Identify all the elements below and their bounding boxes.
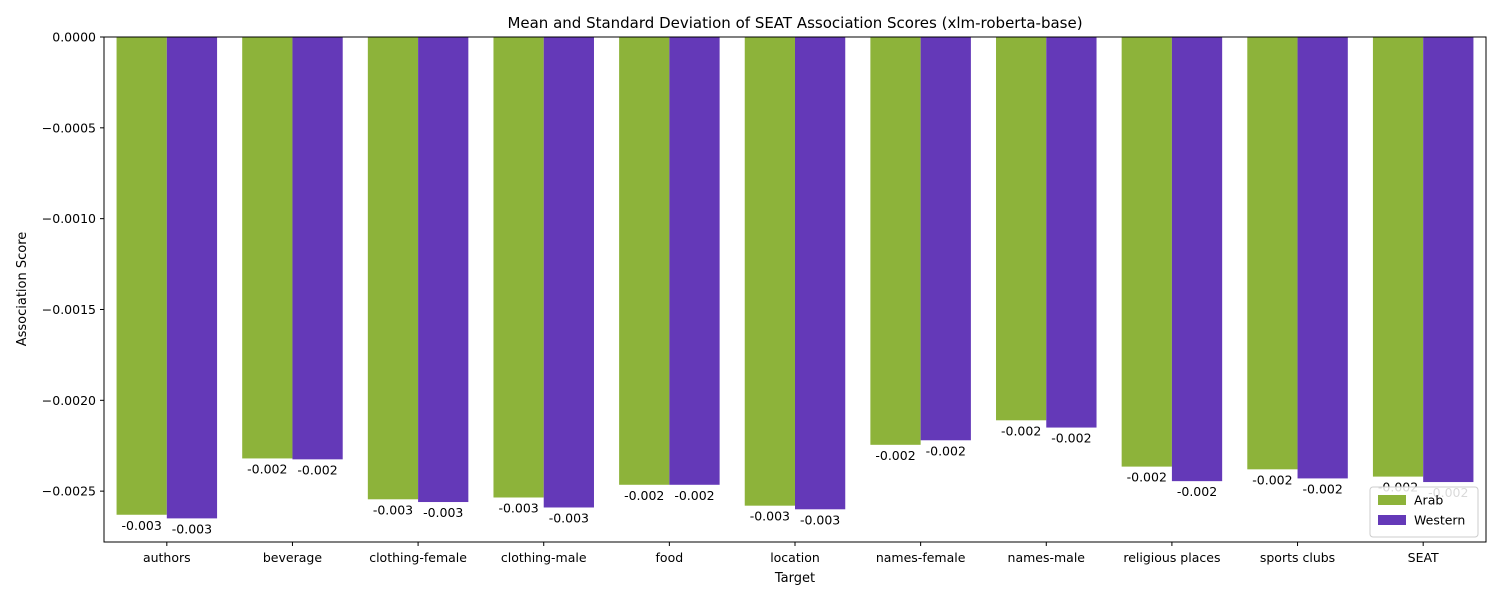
bar-western-religious-places [1171,37,1223,482]
bar-western-clothing-male [543,37,594,508]
y-tick-label: −0.0020 [42,393,96,408]
x-axis-label: Target [774,571,815,586]
y-tick-label: −0.0015 [42,302,96,317]
y-axis-label: Association Score [15,232,30,347]
bar-arab-clothing-female [367,37,419,500]
data-label: -0.002 [1051,431,1091,446]
bar-western-names-male [1046,37,1097,428]
data-label: -0.002 [1127,470,1167,485]
data-label: -0.002 [1001,423,1041,438]
bar-western-sports-clubs [1297,37,1348,479]
data-label: -0.003 [750,509,790,524]
data-label: -0.002 [875,448,915,463]
legend-label-western: Western [1414,513,1465,528]
x-tick-label: authors [143,550,191,565]
x-tick-label: beverage [263,550,322,565]
bar-arab-seat [1372,37,1424,477]
bar-arab-clothing-male [493,37,544,498]
bar-arab-names-female [870,37,921,445]
bar-arab-location [744,37,795,506]
data-label: -0.002 [1252,472,1292,487]
data-label: -0.003 [122,518,162,533]
bar-western-beverage [292,37,343,460]
bar-arab-beverage [242,37,293,459]
data-label: -0.002 [926,443,966,458]
bar-arab-authors [116,37,167,515]
bar-western-food [669,37,720,485]
bar-western-names-female [920,37,971,441]
bar-arab-religious-places [1121,37,1172,467]
bar-western-clothing-female [418,37,469,503]
chart-title: Mean and Standard Deviation of SEAT Asso… [507,14,1082,32]
data-label: -0.003 [498,500,538,515]
data-label: -0.002 [297,462,337,477]
data-label: -0.002 [624,488,664,503]
data-label: -0.003 [549,510,589,525]
plot-area: -0.003 -0.002 -0.003 -0.003 -0.002 -0.003 -0.0… [42,30,1487,565]
data-label: -0.002 [247,461,287,476]
bar-arab-food [619,37,670,485]
bar-arab-sports-clubs [1247,37,1298,470]
legend-label-arab: Arab [1414,493,1443,508]
legend-swatch-western [1378,515,1406,525]
x-tick-label: SEAT [1408,550,1439,565]
y-tick-label: −0.0025 [42,484,96,499]
x-tick-label: names-male [1008,550,1086,565]
x-tick-label: location [770,550,820,565]
x-tick-label: clothing-female [369,550,467,565]
data-label: -0.002 [674,488,714,503]
data-label: -0.003 [423,505,463,520]
x-tick-label: sports clubs [1260,550,1335,565]
y-tick-label: −0.0005 [42,120,96,135]
data-label: -0.002 [1303,481,1343,496]
x-tick-label: clothing-male [501,550,587,565]
data-label: -0.003 [373,502,413,517]
legend: Arab Western [1369,486,1479,538]
bar-western-location [795,37,846,510]
x-tick-label: names-female [876,550,966,565]
data-label: -0.003 [172,521,212,536]
x-tick-label: food [656,550,684,565]
legend-swatch-arab [1378,495,1406,505]
data-label: -0.003 [800,512,840,527]
x-tick-label: religious places [1123,550,1220,565]
bar-western-seat [1423,37,1474,483]
bar-western-authors [166,37,218,519]
y-tick-label: 0.0000 [52,30,96,45]
y-tick-label: −0.0010 [42,211,96,226]
bar-arab-names-male [996,37,1047,421]
data-label: -0.002 [1177,484,1217,499]
